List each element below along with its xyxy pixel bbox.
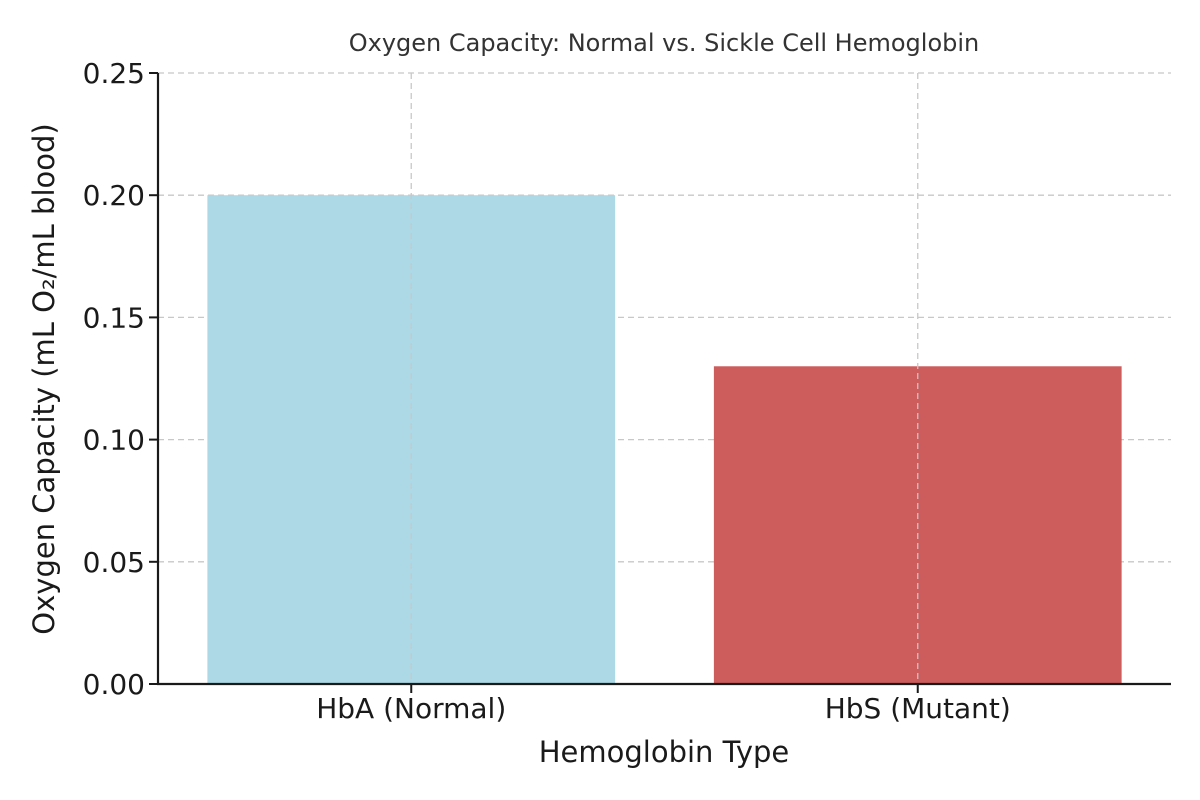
axes [156,73,1171,686]
vertical-grid [410,73,919,684]
x-tick-label: HbS (Mutant) [825,692,1011,725]
x-tick-label: HbA (Normal) [316,692,506,725]
y-ticks: 0.00 0.05 0.10 0.15 0.20 0.25 [83,57,158,701]
y-tick-label: 0.05 [83,546,145,579]
y-axis-label: Oxygen Capacity (mL O₂/mL blood) [27,123,61,634]
x-ticks: HbA (Normal) HbS (Mutant) [316,684,1011,725]
y-tick-label: 0.00 [83,668,145,701]
x-axis-label: Hemoglobin Type [539,735,790,769]
y-tick-label: 0.20 [83,179,145,212]
y-tick-label: 0.15 [83,301,145,334]
y-tick-label: 0.10 [83,424,145,457]
bars [207,195,1122,684]
chart-title: Oxygen Capacity: Normal vs. Sickle Cell … [349,29,980,57]
y-tick-label: 0.25 [83,57,145,90]
